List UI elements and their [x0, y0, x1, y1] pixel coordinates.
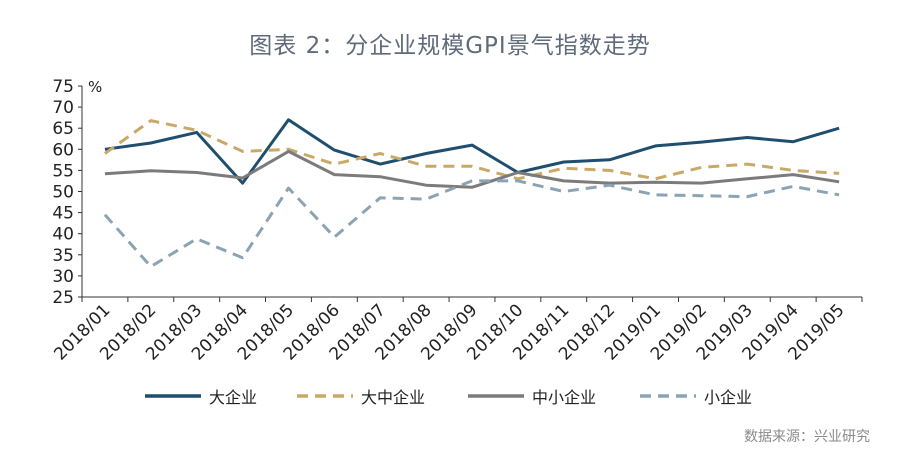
- y-tick-label: 55: [52, 161, 74, 181]
- legend-swatch-small: [640, 394, 696, 398]
- series-line-1: [104, 119, 840, 181]
- legend-label-small: 小企业: [704, 388, 753, 407]
- series-line-2: [104, 149, 840, 189]
- source-note: 数据来源：兴业研究: [744, 429, 870, 445]
- legend-swatch-large-medium: [297, 394, 353, 398]
- y-tick-label: 30: [52, 267, 74, 287]
- series-line-0: [104, 118, 840, 185]
- y-tick-label: 25: [52, 288, 74, 308]
- chart-title: 图表 2：分企业规模GPI景气指数走势: [249, 33, 651, 59]
- legend-swatch-small-medium: [468, 394, 524, 398]
- y-tick-label: 50: [52, 183, 74, 203]
- y-tick-label: 40: [52, 225, 74, 245]
- legend-item-small-medium: 中小企业: [468, 384, 596, 408]
- y-tick-label: 60: [52, 140, 74, 160]
- y-tick-label: 65: [52, 119, 74, 139]
- y-tick-label: 70: [52, 98, 74, 118]
- y-tick-label: 45: [52, 204, 74, 224]
- legend-item-small: 小企业: [640, 384, 752, 408]
- legend-item-large: 大企业: [145, 384, 257, 408]
- y-tick-label: 35: [52, 246, 74, 266]
- legend-item-large-medium: 大中企业: [297, 384, 425, 408]
- legend-label-large: 大企业: [209, 388, 258, 407]
- legend-label-large-medium: 大中企业: [361, 388, 426, 407]
- y-unit-label: %: [88, 78, 102, 96]
- legend-label-small-medium: 中小企业: [532, 388, 597, 407]
- series-line-3: [103, 179, 840, 269]
- legend: 大企业 大中企业 中小企业 小企业: [0, 384, 900, 408]
- legend-swatch-large: [145, 394, 201, 398]
- y-tick-label: 75: [52, 77, 74, 97]
